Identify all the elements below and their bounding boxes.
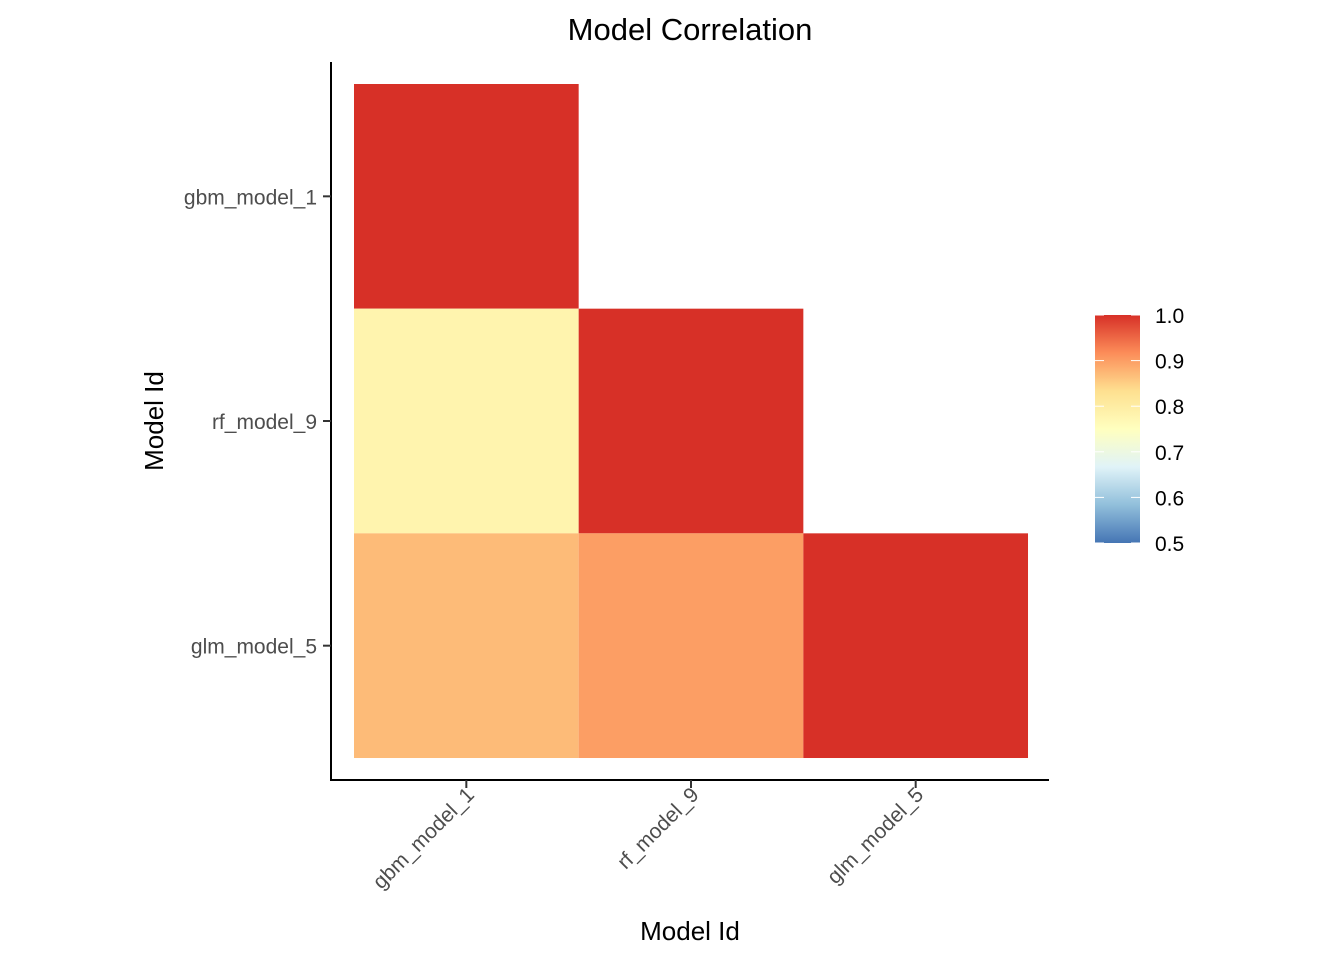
y-axis-title: Model Id [139, 371, 169, 471]
y-axis-ticks: gbm_model_1 rf_model_9 glm_model_5 [184, 186, 331, 659]
legend-tick-label: 0.8 [1155, 396, 1184, 419]
color-legend: 0.5 0.6 0.7 0.8 0.9 1.0 [1095, 305, 1184, 556]
legend-ticks: 0.5 0.6 0.7 0.8 0.9 1.0 [1095, 305, 1184, 556]
x-tick-label: gbm_model_1 [368, 783, 478, 893]
y-tick-label: rf_model_9 [212, 411, 317, 434]
chart-title: Model Correlation [568, 12, 813, 47]
heatmap-cell [803, 533, 1029, 759]
heatmap-cell [578, 308, 804, 534]
heatmap-cell [354, 533, 579, 759]
legend-tick-label: 1.0 [1155, 305, 1184, 328]
legend-tick-label: 0.7 [1155, 442, 1184, 465]
y-tick-label: gbm_model_1 [184, 186, 317, 209]
legend-colorbar [1095, 315, 1140, 543]
y-tick-label: glm_model_5 [191, 636, 317, 659]
x-axis-title: Model Id [640, 916, 740, 946]
legend-tick-label: 0.5 [1155, 533, 1184, 556]
x-axis-ticks: gbm_model_1 rf_model_9 glm_model_5 [368, 780, 928, 894]
heatmap-cell [354, 84, 579, 309]
x-tick-label: rf_model_9 [613, 783, 704, 874]
legend-tick-label: 0.9 [1155, 351, 1184, 374]
heatmap-cells [354, 84, 1029, 759]
x-tick-label: glm_model_5 [823, 783, 928, 888]
heatmap-cell [354, 308, 579, 534]
legend-tick-label: 0.6 [1155, 487, 1184, 510]
heatmap-cell [578, 533, 804, 759]
